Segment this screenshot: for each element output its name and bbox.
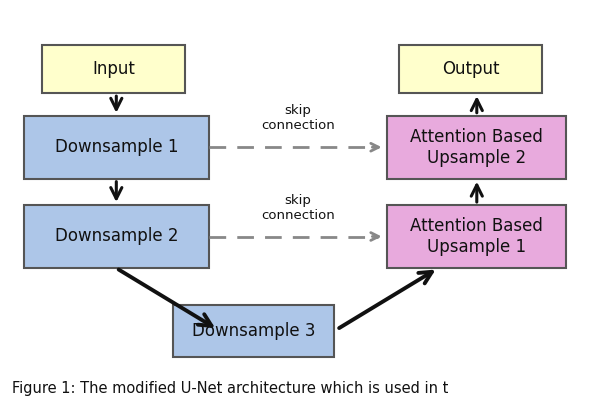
Text: Downsample 2: Downsample 2 [55,228,178,246]
Text: Downsample 3: Downsample 3 [192,322,315,340]
Text: skip
connection: skip connection [261,194,335,222]
Text: Output: Output [442,60,500,78]
FancyBboxPatch shape [173,305,334,358]
FancyBboxPatch shape [399,45,542,93]
FancyBboxPatch shape [24,116,209,179]
Text: Input: Input [92,60,135,78]
FancyBboxPatch shape [42,45,185,93]
Text: skip
connection: skip connection [261,104,335,132]
Text: Figure 1: The modified U-Net architecture which is used in t: Figure 1: The modified U-Net architectur… [12,381,449,396]
Text: Downsample 1: Downsample 1 [55,138,178,156]
FancyBboxPatch shape [24,205,209,268]
FancyBboxPatch shape [387,116,566,179]
FancyBboxPatch shape [387,205,566,268]
Text: Attention Based
Upsample 1: Attention Based Upsample 1 [410,217,543,256]
Text: Attention Based
Upsample 2: Attention Based Upsample 2 [410,128,543,167]
